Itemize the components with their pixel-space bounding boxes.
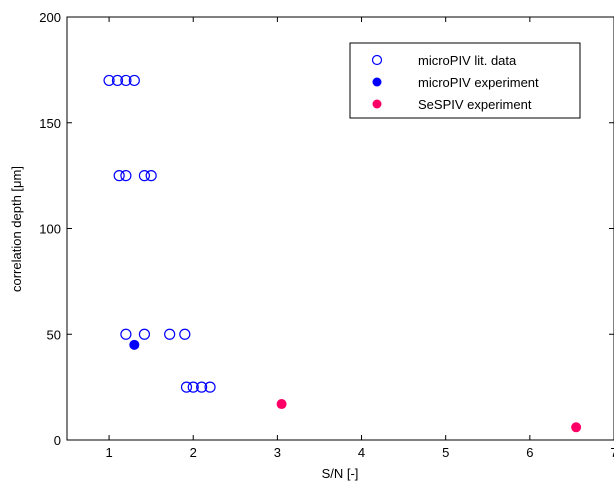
legend-box: [349, 42, 581, 119]
data-point-series-0: [145, 170, 157, 182]
x-tick-label: 6: [526, 445, 533, 460]
y-tick-label: 50: [47, 327, 61, 342]
data-point-series-0: [187, 381, 199, 393]
legend-label-sespiv-experiment: SeSPIV experiment: [418, 97, 532, 112]
data-point-series-0: [128, 74, 140, 87]
y-tick-label: 200: [39, 10, 61, 25]
legend-marker-micropiv-experiment: [372, 77, 382, 87]
data-point-series-0: [180, 381, 193, 393]
data-point-series-0: [204, 381, 216, 393]
data-point-series-2: [571, 422, 582, 433]
legend-label-micropiv-experiment: microPIV experiment: [418, 75, 539, 90]
data-points: [103, 74, 582, 433]
x-tick-label: 2: [190, 445, 197, 460]
legend-label-lit-data: microPIV lit. data: [418, 53, 517, 68]
y-tick-label: 150: [39, 116, 61, 131]
x-tick-label: 4: [358, 445, 365, 460]
axis-ticks: 1 2 3 4 5 6 7 0 50 100 150 200: [39, 10, 614, 460]
x-axis-label: S/N [-]: [322, 466, 359, 481]
x-tick-label: 7: [610, 445, 614, 460]
data-point-series-1: [129, 339, 140, 350]
legend: microPIV lit. data microPIV experiment S…: [349, 42, 581, 119]
y-tick-label: 0: [54, 433, 61, 448]
x-tick-label: 1: [105, 445, 112, 460]
y-tick-label: 100: [39, 222, 61, 237]
data-point-series-0: [111, 74, 124, 87]
data-point-series-0: [103, 74, 115, 87]
legend-marker-sespiv-experiment: [372, 99, 382, 109]
data-point-series-0: [138, 328, 151, 340]
y-axis-label-prefix: correlation depth [: [9, 188, 24, 292]
x-tick-label: 5: [442, 445, 449, 460]
data-point-series-0: [113, 170, 125, 182]
data-point-series-0: [120, 328, 132, 340]
legend-marker-lit-data: [371, 54, 383, 66]
y-axis-label-unit: μm: [9, 170, 24, 188]
data-point-series-0: [196, 381, 208, 393]
data-point-series-0: [164, 328, 176, 340]
data-point-series-0: [179, 328, 191, 340]
data-point-series-2: [276, 399, 287, 410]
data-point-series-0: [138, 170, 151, 182]
data-point-series-0: [120, 74, 132, 87]
y-axis-label-suffix: ]: [9, 166, 24, 170]
y-axis-label: correlation depth [μm]: [9, 166, 24, 292]
data-point-series-0: [120, 170, 132, 182]
x-tick-label: 3: [274, 445, 281, 460]
